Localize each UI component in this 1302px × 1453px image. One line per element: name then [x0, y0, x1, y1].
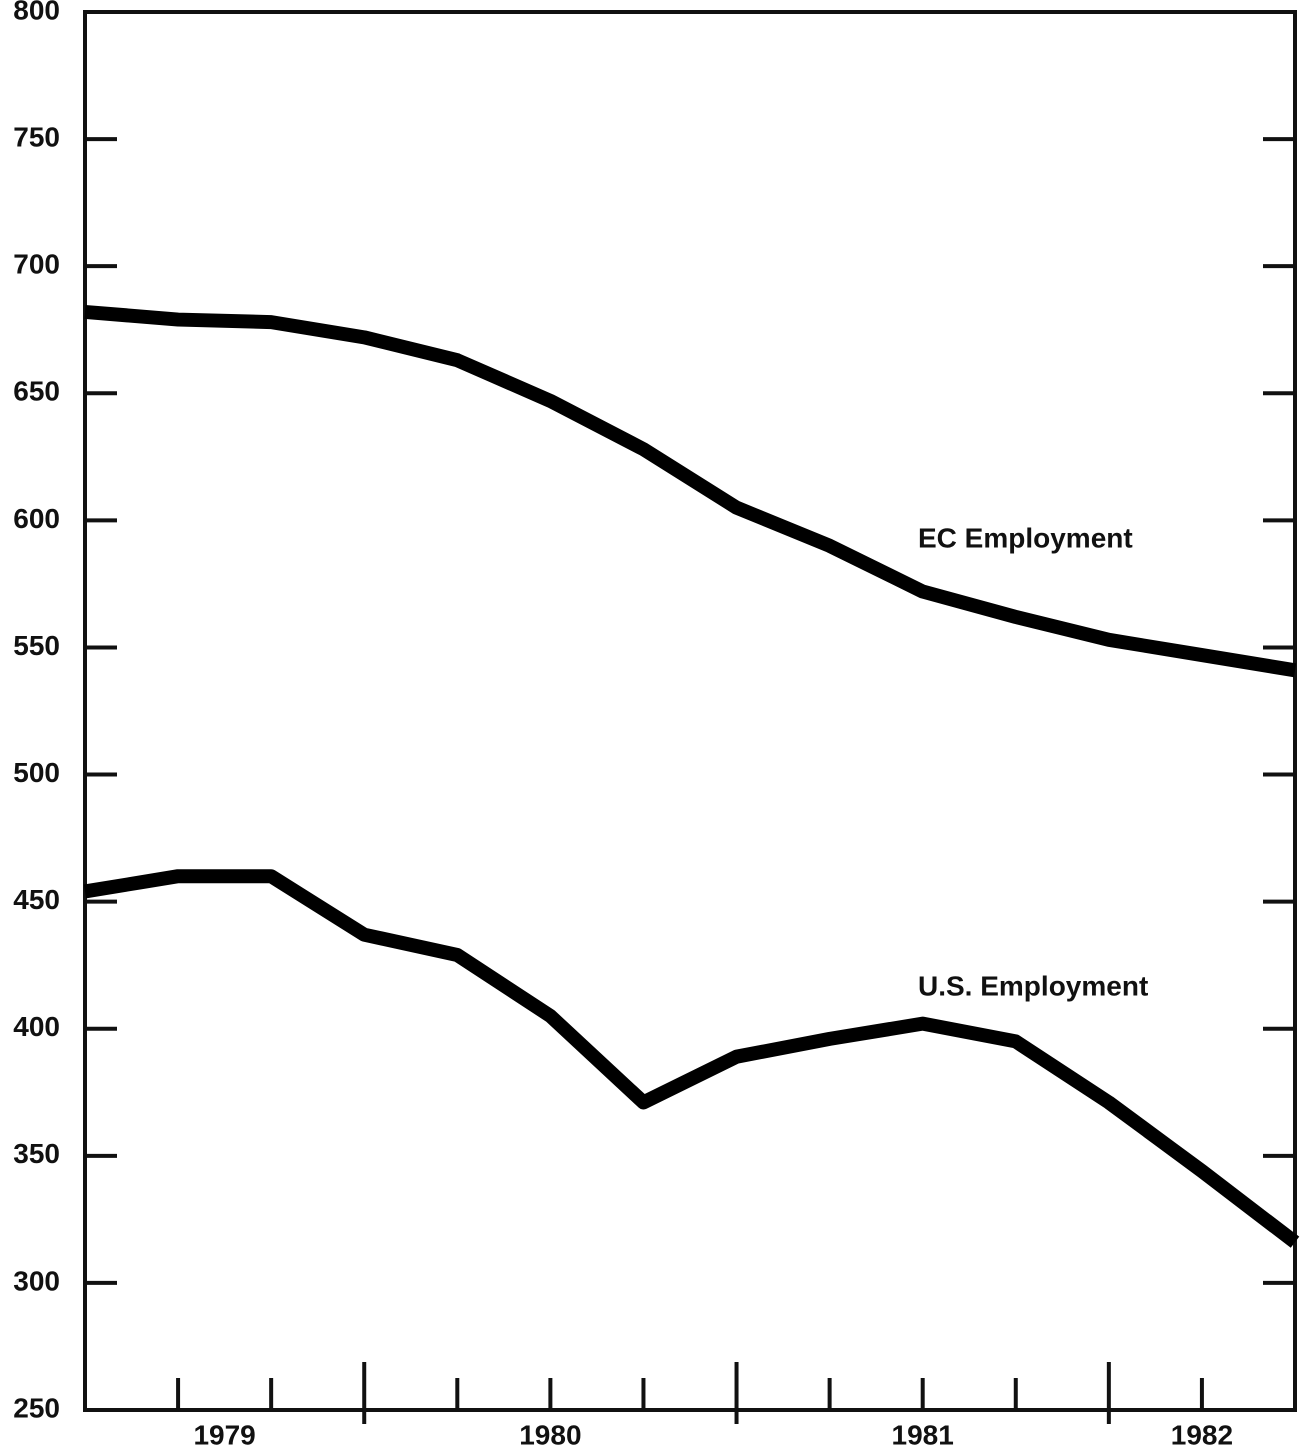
- series-line: [84, 304, 1297, 678]
- y-tick-label: 700: [13, 249, 60, 280]
- x-tick-label: 1979: [193, 1419, 255, 1450]
- y-tick-label: 450: [13, 884, 60, 915]
- x-tick-label: 1981: [892, 1419, 954, 1450]
- y-tick-label: 750: [13, 121, 60, 152]
- y-tick-label: 500: [13, 757, 60, 788]
- plot-frame: [83, 10, 1297, 1412]
- series-label: EC Employment: [918, 522, 1133, 553]
- y-tick-label: 600: [13, 503, 60, 534]
- x-tick-label: 1980: [519, 1419, 581, 1450]
- y-tick-label: 300: [13, 1265, 60, 1296]
- series-label: U.S. Employment: [918, 970, 1148, 1001]
- y-tick-label: 800: [13, 0, 60, 25]
- y-tick-label: 550: [13, 630, 60, 661]
- series-line: [83, 869, 1300, 1248]
- y-tick-label: 350: [13, 1138, 60, 1169]
- y-tick-label: 250: [13, 1392, 60, 1423]
- x-tick-label: 1982: [1171, 1419, 1233, 1450]
- y-tick-label: 400: [13, 1011, 60, 1042]
- y-tick-label: 650: [13, 376, 60, 407]
